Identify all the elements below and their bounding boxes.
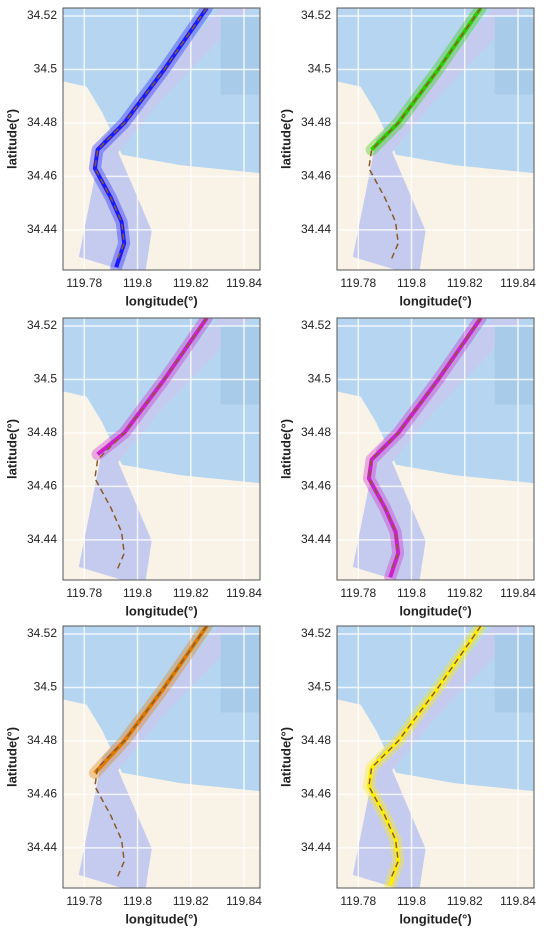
- x-axis-label: longitude(°): [399, 603, 471, 618]
- y-tick-label: 34.52: [301, 626, 331, 640]
- x-tick-label: 119.78: [66, 894, 102, 908]
- x-tick-label: 119.8: [397, 894, 426, 908]
- y-tick-label: 34.5: [308, 62, 332, 76]
- y-tick-label: 34.52: [301, 8, 331, 22]
- y-tick-label: 34.46: [301, 787, 331, 801]
- water-block: [220, 633, 260, 713]
- axes-frame: [336, 625, 535, 889]
- reference-track: [94, 626, 208, 881]
- axes-frame: [336, 7, 535, 271]
- plot-area: [63, 626, 260, 888]
- x-axis-label: longitude(°): [399, 911, 471, 926]
- x-tick-label: 119.82: [173, 894, 209, 908]
- channel: [352, 8, 525, 270]
- x-tick-label: 119.78: [340, 276, 376, 290]
- y-tick-label: 34.5: [308, 372, 332, 386]
- y-tick-label: 34.44: [301, 222, 331, 236]
- x-tick-label: 119.84: [226, 894, 262, 908]
- y-tick-label: 34.48: [27, 115, 57, 129]
- x-tick-label: 119.84: [500, 586, 536, 600]
- y-tick-label: 34.52: [27, 626, 57, 640]
- reference-track: [368, 626, 482, 881]
- y-tick-label: 34.5: [34, 372, 58, 386]
- y-tick-label: 34.48: [27, 733, 57, 747]
- axes-frame: [62, 317, 261, 581]
- axes-frame: [62, 7, 261, 271]
- water-block: [494, 633, 534, 713]
- x-tick-label: 119.84: [500, 894, 536, 908]
- y-axis-label: latitude(°): [4, 109, 19, 169]
- channel: [78, 8, 251, 270]
- y-tick-label: 34.46: [27, 479, 57, 493]
- y-tick-label: 34.46: [27, 169, 57, 183]
- water-block: [220, 325, 260, 405]
- y-tick-label: 34.46: [301, 169, 331, 183]
- y-tick-label: 34.44: [27, 532, 57, 546]
- y-tick-label: 34.48: [301, 733, 331, 747]
- plot-area: [63, 8, 260, 270]
- y-tick-label: 34.5: [308, 680, 332, 694]
- reference-track: [368, 318, 482, 573]
- channel: [78, 626, 251, 888]
- predicted-track: [96, 318, 209, 456]
- y-tick-label: 34.5: [34, 680, 58, 694]
- y-axis-label: latitude(°): [4, 727, 19, 787]
- water-block: [494, 15, 534, 95]
- x-tick-label: 119.82: [173, 276, 209, 290]
- water-block: [220, 15, 260, 95]
- x-axis-label: longitude(°): [125, 603, 197, 618]
- channel: [352, 626, 525, 888]
- x-tick-label: 119.82: [173, 586, 209, 600]
- x-tick-label: 119.78: [66, 276, 102, 290]
- y-tick-label: 34.52: [27, 8, 57, 22]
- x-tick-label: 119.82: [447, 276, 483, 290]
- y-axis-label: latitude(°): [278, 419, 293, 479]
- axes-frame: [62, 625, 261, 889]
- reference-track: [94, 8, 208, 263]
- reference-track: [368, 8, 482, 263]
- y-tick-label: 34.46: [27, 787, 57, 801]
- y-tick-label: 34.5: [34, 62, 58, 76]
- reference-track: [94, 318, 208, 573]
- x-tick-label: 119.8: [397, 276, 426, 290]
- y-tick-label: 34.44: [27, 222, 57, 236]
- y-tick-label: 34.44: [301, 840, 331, 854]
- water-block: [494, 325, 534, 405]
- y-axis-label: latitude(°): [278, 727, 293, 787]
- x-tick-label: 119.78: [66, 586, 102, 600]
- plot-area: [63, 318, 260, 580]
- y-tick-label: 34.52: [27, 318, 57, 332]
- x-tick-label: 119.84: [500, 276, 536, 290]
- plot-area: [337, 318, 534, 580]
- y-tick-label: 34.44: [27, 840, 57, 854]
- x-axis-label: longitude(°): [125, 911, 197, 926]
- plot-area: [337, 8, 534, 270]
- x-tick-label: 119.84: [226, 276, 262, 290]
- y-tick-label: 34.52: [301, 318, 331, 332]
- y-axis-label: latitude(°): [4, 419, 19, 479]
- x-tick-label: 119.84: [226, 586, 262, 600]
- x-tick-label: 119.8: [123, 586, 152, 600]
- x-tick-label: 119.82: [447, 586, 483, 600]
- y-tick-label: 34.48: [27, 425, 57, 439]
- axes-frame: [336, 317, 535, 581]
- x-tick-label: 119.78: [340, 894, 376, 908]
- y-tick-label: 34.48: [301, 115, 331, 129]
- x-tick-label: 119.8: [123, 276, 152, 290]
- x-tick-label: 119.8: [123, 894, 152, 908]
- plot-area: [337, 626, 534, 888]
- x-tick-label: 119.8: [397, 586, 426, 600]
- channel: [352, 318, 525, 580]
- x-tick-label: 119.82: [447, 894, 483, 908]
- y-axis-label: latitude(°): [278, 109, 293, 169]
- x-tick-label: 119.78: [340, 586, 376, 600]
- x-axis-label: longitude(°): [399, 293, 471, 308]
- predicted-track: [93, 626, 209, 775]
- y-tick-label: 34.44: [301, 532, 331, 546]
- x-axis-label: longitude(°): [125, 293, 197, 308]
- y-tick-label: 34.48: [301, 425, 331, 439]
- channel: [78, 318, 251, 580]
- y-tick-label: 34.46: [301, 479, 331, 493]
